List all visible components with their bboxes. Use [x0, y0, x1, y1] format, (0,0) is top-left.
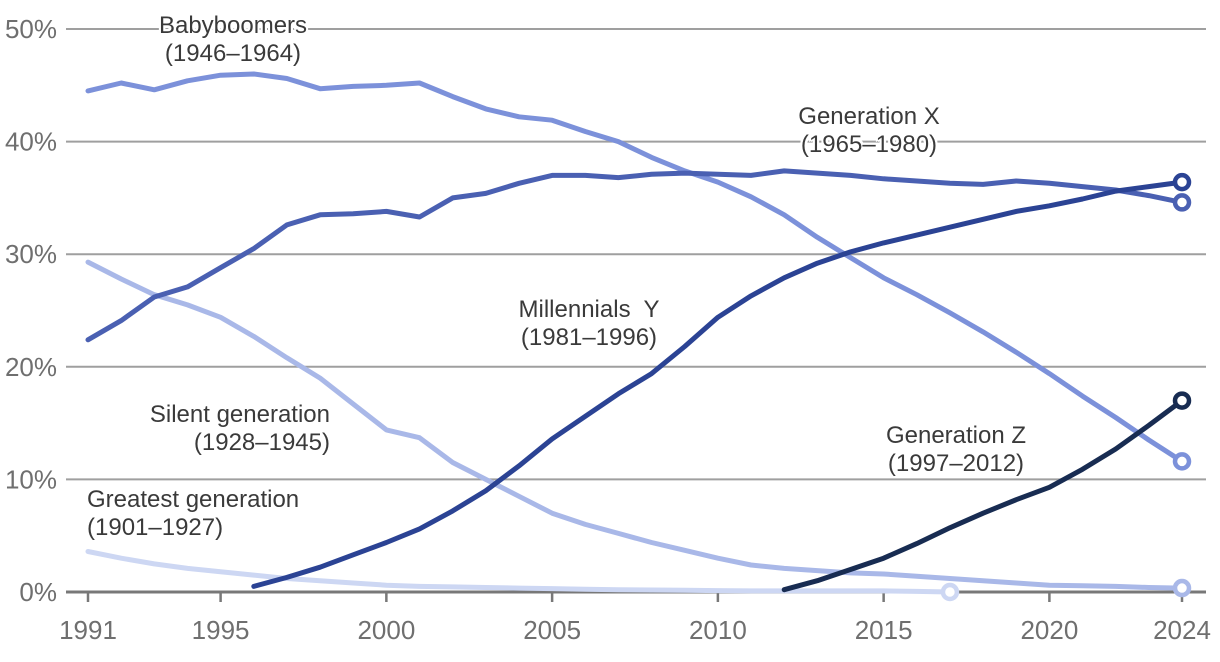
y-axis-labels: 0% 10% 20% 30% 40% 50% — [5, 14, 57, 607]
series-label-name: Babyboomers — [158, 12, 308, 39]
series-end-marker — [1172, 172, 1192, 192]
x-tick-label: 2000 — [357, 615, 415, 645]
y-tick-label: 20% — [5, 352, 57, 382]
series-line — [781, 398, 1185, 593]
y-tick-label: 30% — [5, 239, 57, 269]
series-label-babyboomers: Babyboomers (1946–1964) — [159, 12, 307, 68]
series-label-years: (1928–1945) — [193, 429, 330, 456]
x-tick-label: 2024 — [1153, 615, 1211, 645]
y-tick-label: 50% — [5, 14, 57, 44]
series-label-years: (1965–1980) — [800, 131, 938, 158]
series-label-years: (1997–2012) — [887, 450, 1025, 477]
series-end-marker — [1172, 578, 1192, 598]
x-tick-label: 2015 — [855, 615, 913, 645]
series-label-years: (1946–1964) — [164, 40, 302, 67]
series-label-name: Millennials Y — [518, 296, 660, 323]
series-label-millennials: Millennials Y (1981–1996) — [519, 296, 660, 352]
series-babyboomers — [85, 71, 1192, 471]
series-end-marker — [1172, 193, 1192, 212]
series-label-greatest-generation: Greatest generation (1901–1927) — [87, 486, 299, 542]
series-generation-x — [85, 168, 1192, 343]
x-tick-label: 2010 — [689, 615, 747, 645]
x-tick-label: 1991 — [59, 615, 117, 645]
y-tick-label: 10% — [5, 464, 57, 494]
gridlines — [66, 28, 1206, 594]
series-label-generation-z: Generation Z (1997–2012) — [886, 422, 1026, 478]
series-label-name: Generation X — [798, 103, 940, 130]
series-line — [85, 259, 1185, 591]
series-line — [85, 549, 953, 595]
series-label-silent-generation: Silent generation (1928–1945) — [150, 401, 330, 457]
series-end-marker — [940, 582, 960, 602]
series-label-years: (1901–1927) — [87, 514, 224, 541]
series-millennials-y — [251, 172, 1192, 589]
series-label-generation-x: Generation X (1965–1980) — [798, 103, 939, 159]
x-tick-label: 2020 — [1020, 615, 1078, 645]
x-axis-ticks: 1991 1995 2000 2005 2010 2015 2020 2024 — [59, 593, 1211, 645]
series-generation-z — [781, 391, 1192, 593]
series-silent-generation — [85, 259, 1192, 598]
series-label-name: Silent generation — [149, 401, 330, 428]
series-line — [251, 179, 1185, 589]
x-tick-label: 2005 — [523, 615, 581, 645]
series-line — [85, 71, 1185, 464]
y-tick-label: 0% — [19, 577, 57, 607]
series-end-marker — [1172, 391, 1192, 410]
series-label-name: Generation Z — [885, 422, 1027, 449]
series-greatest-generation — [85, 549, 960, 602]
series-end-marker — [1172, 452, 1192, 471]
series-label-name: Greatest generation — [87, 486, 300, 513]
y-tick-label: 40% — [5, 127, 57, 157]
series-line — [85, 168, 1185, 343]
x-tick-label: 1995 — [192, 615, 250, 645]
series-label-years: (1981–1996) — [520, 324, 658, 351]
